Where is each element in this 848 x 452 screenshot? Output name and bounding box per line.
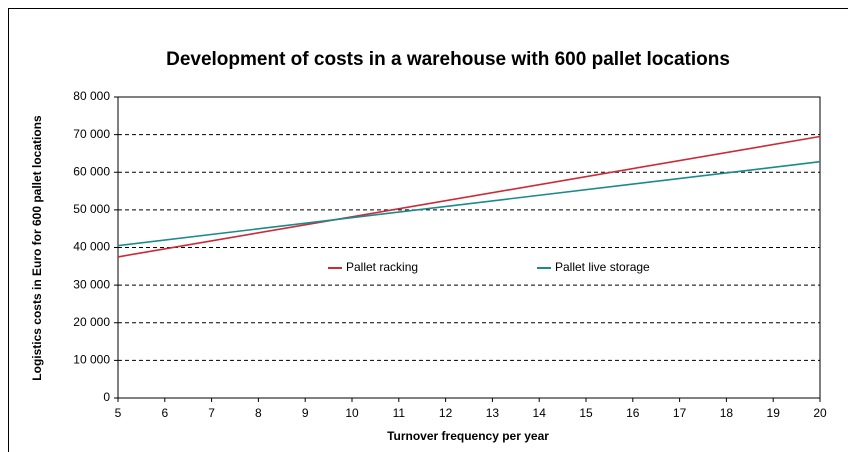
plot-frame	[117, 96, 821, 399]
frame	[8, 8, 848, 452]
x-tick-label: 18	[720, 406, 734, 420]
y-tick-label: 20 000	[73, 315, 110, 329]
x-tick-label: 15	[579, 406, 593, 420]
y-tick-label: 0	[103, 390, 110, 404]
series-line	[117, 135, 821, 258]
x-tick-label: 19	[767, 406, 781, 420]
x-tick-label: 11	[393, 406, 406, 420]
y-tick-label: 40 000	[73, 240, 110, 254]
x-tick-label: 6	[161, 406, 168, 420]
x-tick-label: 12	[439, 406, 453, 420]
y-tick-label: 50 000	[73, 202, 110, 216]
y-axis-title: Logistics costs in Euro for 600 pallet l…	[30, 115, 44, 381]
x-tick-label: 17	[673, 406, 687, 420]
x-tick-label: 5	[115, 406, 122, 420]
y-tick-label: 10 000	[73, 353, 110, 367]
x-tick-label: 20	[813, 406, 827, 420]
x-tick-label: 9	[302, 406, 309, 420]
x-axis-title: Turnover frequency per year	[387, 429, 549, 443]
x-tick-label: 7	[208, 406, 215, 420]
y-tick-label: 60 000	[73, 164, 110, 178]
x-tick-label: 10	[345, 406, 359, 420]
x-tick-label: 13	[486, 406, 500, 420]
y-tick-label: 80 000	[73, 89, 110, 103]
y-tick-label: 70 000	[73, 127, 110, 141]
legend-label: Pallet live storage	[555, 260, 650, 274]
x-tick-label: 16	[626, 406, 640, 420]
legend-label: Pallet racking	[346, 260, 418, 274]
series-line	[117, 160, 821, 247]
x-tick-label: 14	[533, 406, 547, 420]
x-tick-label: 8	[255, 406, 262, 420]
y-tick-label: 30 000	[73, 277, 110, 291]
chart-title: Development of costs in a warehouse with…	[166, 49, 730, 70]
